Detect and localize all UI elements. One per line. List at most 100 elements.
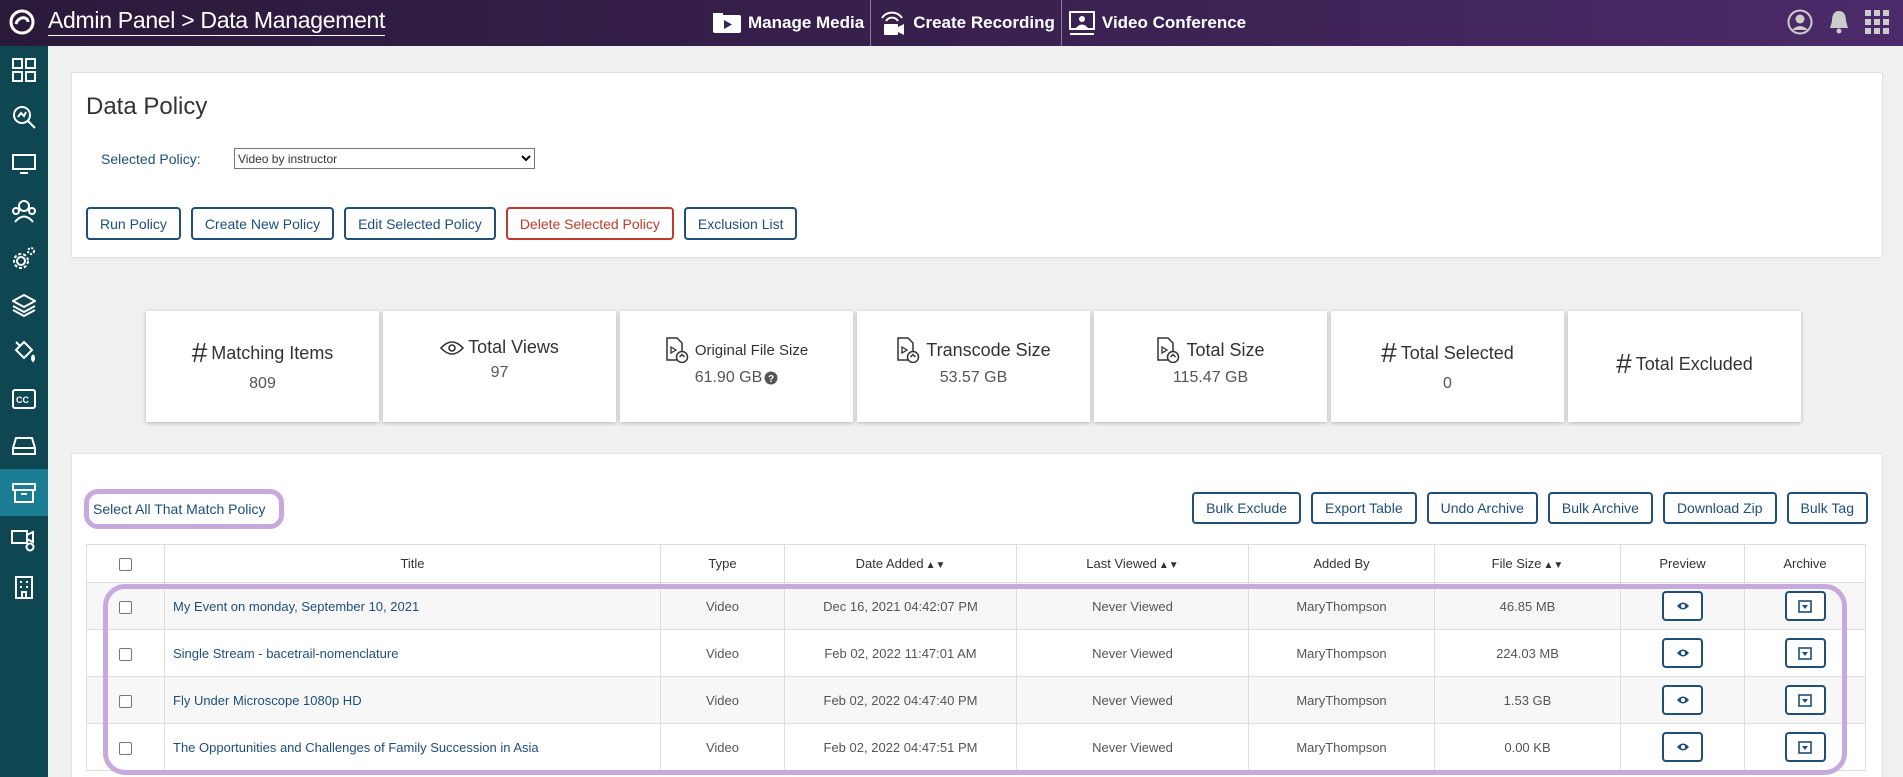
archive-button[interactable] (1784, 732, 1826, 762)
header-date-added[interactable]: Date Added ▲▼ (784, 544, 1017, 583)
stat-value: 0 (1443, 375, 1452, 392)
preview-button[interactable] (1662, 591, 1703, 621)
stat-value: 115.47 GB (1172, 369, 1249, 386)
archive-button[interactable] (1784, 685, 1826, 715)
policy-actions: Run Policy Create New Policy Edit Select… (86, 207, 798, 240)
undo-archive-button[interactable]: Undo Archive (1426, 492, 1538, 524)
stat-total-size: Total Size 115.47 GB (1094, 311, 1327, 422)
row-added-by: MaryThompson (1248, 582, 1435, 630)
exclusion-list-button[interactable]: Exclusion List (683, 207, 798, 240)
archive-icon (1798, 693, 1812, 707)
stats-row: # Matching Items 809 Total Views 97 Origi… (146, 311, 1805, 422)
svg-text:CC: CC (16, 395, 29, 405)
create-new-policy-button[interactable]: Create New Policy (190, 207, 335, 240)
bulk-tag-button[interactable]: Bulk Tag (1786, 492, 1868, 524)
sidebar-item-monitor[interactable] (0, 140, 48, 187)
sidebar-item-settings[interactable] (0, 234, 48, 281)
header-last-viewed[interactable]: Last Viewed ▲▼ (1016, 544, 1249, 583)
row-date-added: Dec 16, 2021 04:42:07 PM (784, 582, 1017, 630)
archive-button[interactable] (1784, 638, 1826, 668)
paint-bucket-icon (14, 340, 35, 362)
row-file-size: 0.00 KB (1434, 723, 1621, 771)
nav-manage-media[interactable]: Manage Media (706, 0, 872, 46)
logo-icon[interactable] (8, 8, 36, 36)
bulk-exclude-button[interactable]: Bulk Exclude (1192, 492, 1302, 524)
row-checkbox[interactable] (119, 600, 132, 614)
row-date-added: Feb 02, 2022 04:47:40 PM (784, 676, 1017, 724)
sidebar-item-theme[interactable] (0, 328, 48, 375)
sidebar-item-users[interactable] (0, 187, 48, 234)
bulk-archive-button[interactable]: Bulk Archive (1547, 492, 1653, 524)
nav-create-recording[interactable]: Create Recording (871, 0, 1062, 46)
notification-bell-icon[interactable] (1827, 9, 1851, 35)
sidebar-item-dashboard[interactable] (0, 46, 48, 93)
sidebar-item-organization[interactable] (0, 563, 48, 610)
export-table-button[interactable]: Export Table (1311, 492, 1417, 524)
row-checkbox[interactable] (119, 647, 132, 661)
sidebar-item-captions[interactable]: CC (0, 375, 48, 422)
captions-icon: CC (12, 388, 36, 409)
apps-grid-icon[interactable] (1865, 10, 1889, 34)
page-breadcrumb[interactable]: Admin Panel > Data Management (48, 7, 385, 36)
sidebar-item-search-analytics[interactable] (0, 93, 48, 140)
preview-button[interactable] (1662, 685, 1703, 715)
search-analytics-icon (13, 105, 36, 129)
eye-icon (440, 340, 465, 355)
select-all-highlight (84, 489, 284, 529)
table-row: The Opportunities and Challenges of Fami… (86, 723, 1866, 771)
row-title[interactable]: The Opportunities and Challenges of Fami… (164, 723, 661, 771)
row-type: Video (660, 723, 785, 771)
row-date-added: Feb 02, 2022 11:47:01 AM (784, 629, 1017, 677)
run-policy-button[interactable]: Run Policy (86, 207, 181, 240)
sidebar-item-storage[interactable] (0, 422, 48, 469)
archive-button[interactable] (1784, 591, 1826, 621)
file-upload-icon (1157, 337, 1180, 363)
download-zip-button[interactable]: Download Zip (1662, 492, 1777, 524)
row-last-viewed: Never Viewed (1016, 676, 1249, 724)
top-right-tools (1787, 9, 1889, 35)
top-nav: Manage Media Create Recording Video Conf… (706, 0, 1252, 46)
sidebar-item-archive[interactable] (0, 469, 48, 516)
sidebar: CC (0, 46, 48, 777)
help-icon[interactable]: ? (764, 371, 778, 385)
row-title[interactable]: My Event on monday, September 10, 2021 (164, 582, 661, 630)
header-file-size[interactable]: File Size ▲▼ (1434, 544, 1621, 583)
nav-video-conference-label: Video Conference (1101, 13, 1247, 32)
row-added-by: MaryThompson (1248, 723, 1435, 771)
row-title[interactable]: Single Stream - bacetrail-nomenclature (164, 629, 661, 677)
checkbox[interactable] (119, 558, 132, 572)
table-row: Fly Under Microscope 1080p HD Video Feb … (86, 676, 1866, 724)
stat-value: 97 (490, 364, 509, 381)
header-select-all-checkbox[interactable] (86, 544, 165, 583)
stat-total-excluded: # Total Excluded (1568, 311, 1801, 422)
sidebar-item-layers[interactable] (0, 281, 48, 328)
layers-icon (12, 293, 36, 317)
row-added-by: MaryThompson (1248, 629, 1435, 677)
select-all-button[interactable]: Select All That Match Policy (93, 496, 266, 522)
row-checkbox[interactable] (119, 741, 132, 755)
eye-icon (1676, 602, 1689, 610)
policy-select[interactable]: Video by instructor (234, 148, 535, 169)
video-settings-icon (11, 529, 35, 551)
bulk-actions: Bulk Exclude Export Table Undo Archive B… (1192, 492, 1868, 524)
brand: Admin Panel > Data Management (8, 7, 385, 36)
user-avatar-icon[interactable] (1787, 9, 1813, 35)
recording-icon (881, 11, 905, 35)
nav-video-conference[interactable]: Video Conference (1062, 0, 1252, 46)
eye-icon (1676, 649, 1689, 657)
preview-button[interactable] (1662, 732, 1703, 762)
row-file-size: 1.53 GB (1434, 676, 1621, 724)
stat-label: Total Excluded (1635, 353, 1753, 374)
data-policy-panel: Data Policy Selected Policy: Video by in… (71, 72, 1883, 258)
data-table-panel: Select All That Match Policy Bulk Exclud… (71, 453, 1883, 777)
sort-icon: ▲▼ (925, 560, 946, 571)
delete-selected-policy-button[interactable]: Delete Selected Policy (505, 207, 674, 240)
edit-selected-policy-button[interactable]: Edit Selected Policy (344, 207, 496, 240)
nav-create-recording-label: Create Recording (913, 13, 1055, 32)
sidebar-item-video-settings[interactable] (0, 516, 48, 563)
preview-button[interactable] (1662, 638, 1703, 668)
stat-label: Matching Items (211, 342, 334, 363)
building-icon (15, 575, 33, 599)
row-checkbox[interactable] (119, 694, 132, 708)
row-title[interactable]: Fly Under Microscope 1080p HD (164, 676, 661, 724)
